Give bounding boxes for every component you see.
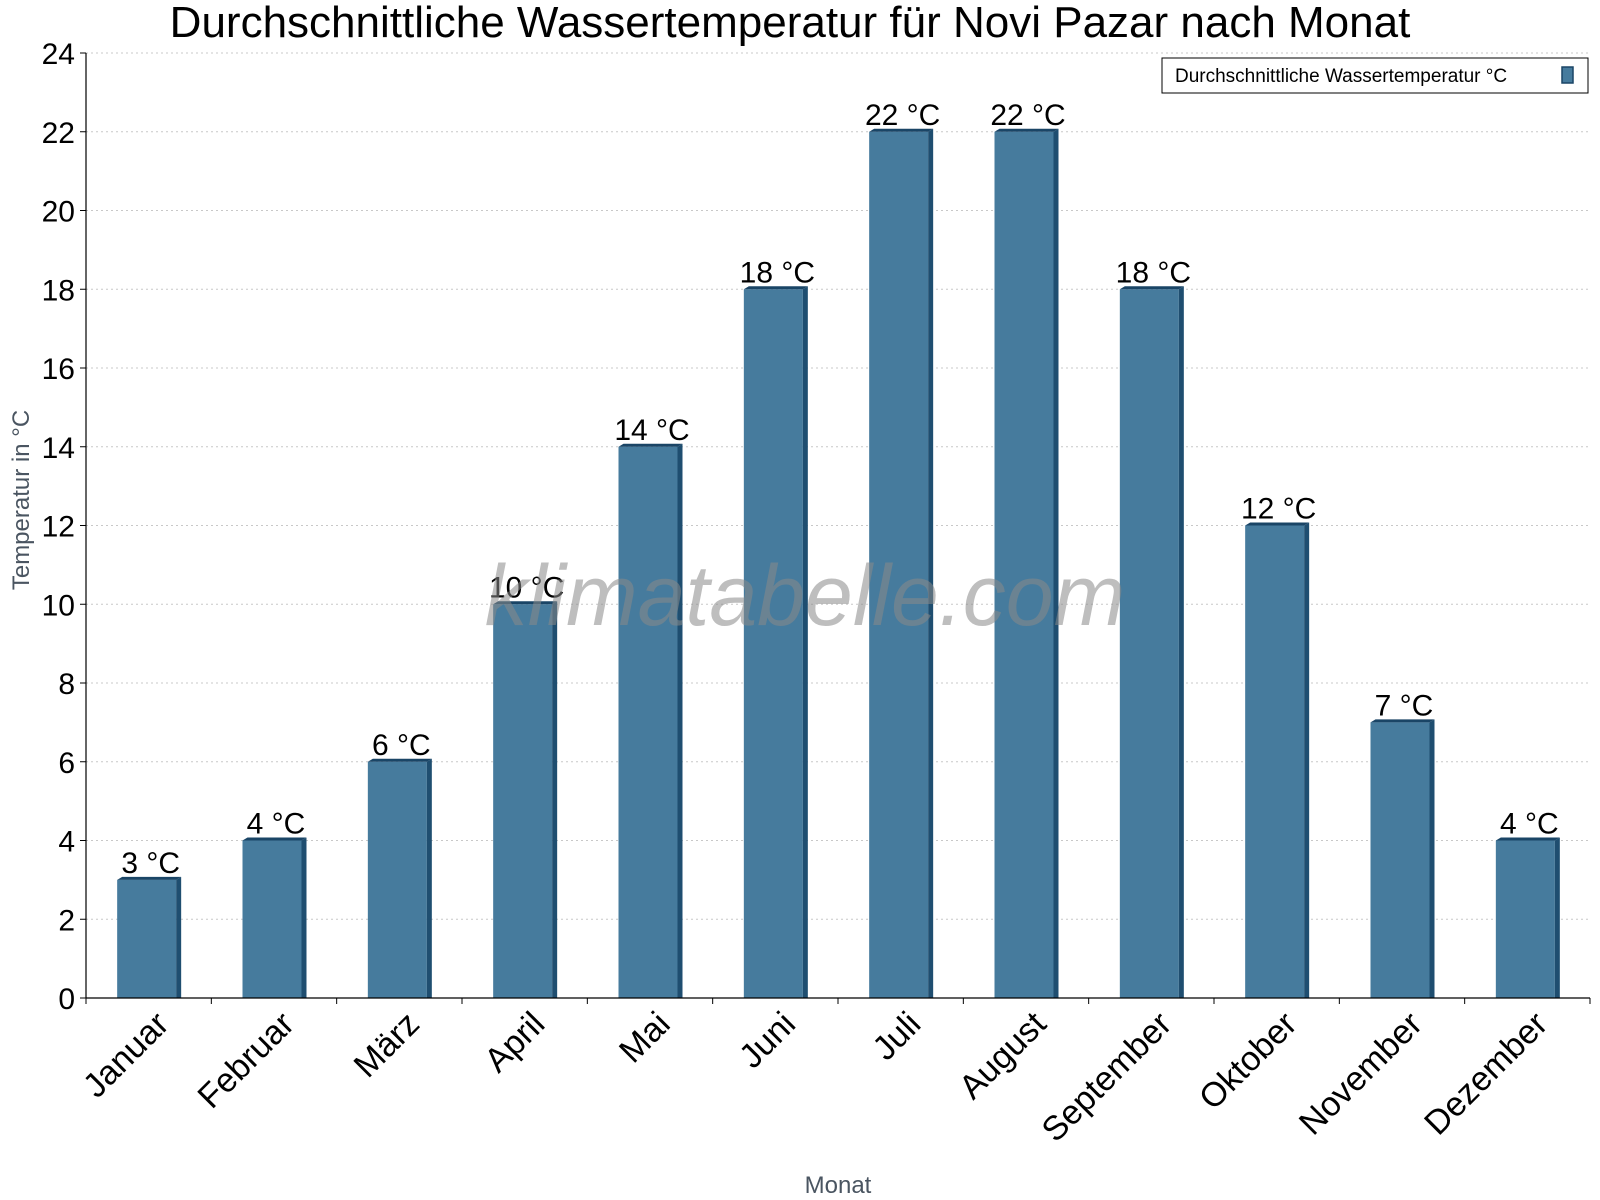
bar-juli bbox=[869, 128, 934, 998]
x-tick-label: Februar bbox=[191, 1005, 302, 1116]
bar-side bbox=[1178, 286, 1184, 998]
bar-side bbox=[176, 876, 182, 998]
bar-front bbox=[994, 131, 1054, 998]
bar-side bbox=[1554, 837, 1560, 998]
bar-top bbox=[117, 876, 182, 880]
legend-label: Durchschnittliche Wassertemperatur °C bbox=[1175, 66, 1507, 87]
data-label: 4 °C bbox=[1500, 808, 1559, 841]
bar-november bbox=[1370, 719, 1435, 998]
bars bbox=[117, 128, 1560, 998]
data-label: 7 °C bbox=[1375, 689, 1434, 722]
x-tick-label: April bbox=[477, 1005, 552, 1080]
bar-side bbox=[928, 128, 934, 998]
data-label: 14 °C bbox=[614, 414, 689, 447]
y-tick-label: 18 bbox=[42, 274, 75, 307]
legend-swatch bbox=[1561, 66, 1574, 84]
bar-side bbox=[1053, 128, 1059, 998]
bar-mai bbox=[618, 443, 683, 998]
bar-top bbox=[1119, 286, 1184, 290]
bar-februar bbox=[242, 837, 307, 998]
legend-box bbox=[1161, 57, 1589, 94]
bar-side bbox=[1429, 719, 1435, 998]
gridlines bbox=[86, 52, 1590, 920]
bar-top bbox=[242, 837, 307, 841]
x-tick-label: Juli bbox=[865, 1005, 928, 1068]
bar-side bbox=[552, 601, 558, 998]
bar-juni bbox=[743, 286, 808, 998]
y-tick-label: 22 bbox=[42, 117, 75, 150]
x-axis-title: Monat bbox=[805, 1172, 872, 1199]
bar-top bbox=[1245, 522, 1310, 526]
x-tick-label: Mai bbox=[612, 1005, 678, 1071]
legend: Durchschnittliche Wassertemperatur °C bbox=[1161, 57, 1589, 94]
bar-top bbox=[869, 128, 934, 132]
y-tick-label: 4 bbox=[58, 826, 75, 859]
bar-top bbox=[743, 286, 808, 290]
data-label: 10 °C bbox=[489, 571, 564, 604]
bar-side bbox=[802, 286, 808, 998]
y-tick-label: 16 bbox=[42, 353, 75, 386]
watermark: klimatabelle.com bbox=[485, 548, 1125, 644]
data-label: 3 °C bbox=[121, 847, 180, 880]
y-tick-label: 6 bbox=[58, 747, 75, 780]
y-tick-label: 8 bbox=[58, 668, 75, 701]
bar-top bbox=[493, 601, 558, 605]
bar-front bbox=[367, 761, 427, 998]
bar-front bbox=[869, 131, 929, 998]
bar-side bbox=[1304, 522, 1310, 998]
y-tick-label: 2 bbox=[58, 904, 75, 937]
bar-front bbox=[117, 879, 177, 998]
x-tick-label: September bbox=[1035, 1005, 1179, 1149]
bar-top bbox=[1370, 719, 1435, 723]
bar-front bbox=[1370, 722, 1430, 998]
data-label: 18 °C bbox=[1116, 256, 1191, 289]
data-label: 4 °C bbox=[247, 808, 306, 841]
x-tick-label: November bbox=[1292, 1005, 1430, 1143]
y-tick-label: 24 bbox=[42, 38, 75, 71]
data-label: 6 °C bbox=[372, 729, 431, 762]
x-tick-label: März bbox=[347, 1005, 427, 1085]
data-labels: 3 °C 4 °C 6 °C 10 °C 14 °C 18 °C 22 °C 22 °C 18 … bbox=[121, 99, 1558, 880]
bar-dezember bbox=[1495, 837, 1560, 998]
bar-top bbox=[367, 758, 432, 762]
x-tick-label: Dezember bbox=[1417, 1005, 1555, 1143]
x-tick-label: August bbox=[952, 1004, 1054, 1106]
x-tick-label: Oktober bbox=[1192, 1005, 1304, 1117]
y-tick-label: 20 bbox=[42, 196, 75, 229]
y-tick-label: 12 bbox=[42, 511, 75, 544]
bar-august bbox=[994, 128, 1059, 998]
bar-september bbox=[1119, 286, 1184, 998]
bar-oktober bbox=[1245, 522, 1310, 998]
bar-front bbox=[743, 289, 803, 998]
bar-top bbox=[994, 128, 1059, 132]
bar-side bbox=[426, 758, 432, 998]
bar-januar bbox=[117, 876, 182, 998]
y-tick-label: 0 bbox=[58, 983, 75, 1016]
bar-april bbox=[493, 601, 558, 998]
data-label: 12 °C bbox=[1241, 493, 1316, 526]
bar-front bbox=[493, 604, 553, 998]
bar-front bbox=[1495, 840, 1555, 998]
y-tick-label: 10 bbox=[42, 589, 75, 622]
bar-front bbox=[242, 840, 302, 998]
bar-top bbox=[618, 443, 683, 447]
bar-side bbox=[677, 443, 683, 998]
bar-side bbox=[301, 837, 307, 998]
data-label: 22 °C bbox=[990, 99, 1065, 132]
x-tick-label: Juni bbox=[732, 1005, 803, 1076]
data-label: 18 °C bbox=[740, 256, 815, 289]
bar-top bbox=[1495, 837, 1560, 841]
y-tick-label: 14 bbox=[42, 432, 75, 465]
bar-front bbox=[618, 446, 678, 998]
bar-front bbox=[1119, 289, 1179, 998]
x-tick-label: Januar bbox=[76, 1005, 176, 1105]
y-axis-title: Temperatur in °C bbox=[8, 410, 35, 590]
bar-front bbox=[1245, 525, 1305, 998]
data-label: 22 °C bbox=[865, 99, 940, 132]
chart-title: Durchschnittliche Wassertemperatur für N… bbox=[170, 0, 1411, 47]
bar-märz bbox=[367, 758, 432, 998]
